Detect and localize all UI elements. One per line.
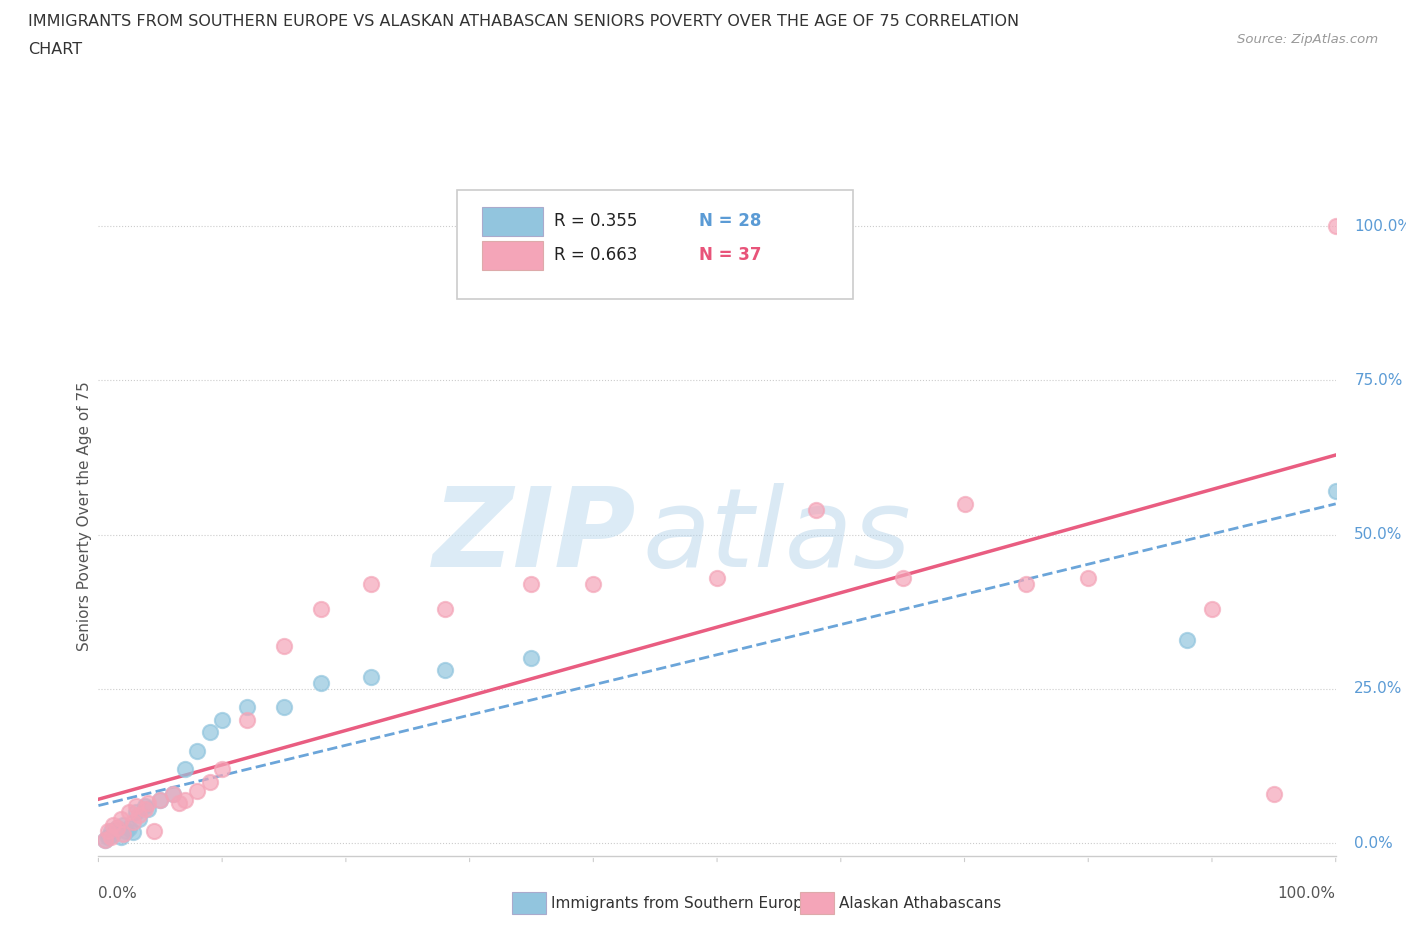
Point	[118, 805, 141, 820]
Point	[110, 811, 132, 826]
Text: 75.0%: 75.0%	[1354, 373, 1403, 388]
Point	[122, 815, 145, 830]
FancyBboxPatch shape	[482, 241, 543, 270]
Text: 100.0%: 100.0%	[1354, 219, 1406, 233]
Text: CHART: CHART	[28, 42, 82, 57]
Point	[103, 827, 125, 842]
Point	[124, 805, 146, 820]
Point	[97, 830, 120, 844]
Point	[110, 830, 132, 844]
Y-axis label: Seniors Poverty Over the Age of 75: Seniors Poverty Over the Age of 75	[77, 381, 91, 651]
Point	[1015, 577, 1038, 591]
Point	[105, 820, 128, 835]
Text: 50.0%: 50.0%	[1354, 527, 1403, 542]
Point	[1324, 484, 1347, 498]
Point	[1077, 570, 1099, 585]
Point	[149, 792, 172, 807]
Point	[149, 792, 172, 807]
Point	[582, 577, 605, 591]
Point	[118, 820, 141, 835]
Point	[433, 663, 456, 678]
Point	[236, 700, 259, 715]
Point	[134, 799, 156, 814]
Point	[186, 743, 208, 758]
Point	[136, 802, 159, 817]
Point	[520, 651, 543, 666]
Point	[1175, 632, 1198, 647]
Text: 25.0%: 25.0%	[1354, 682, 1403, 697]
Point	[124, 799, 146, 814]
Text: IMMIGRANTS FROM SOUTHERN EUROPE VS ALASKAN ATHABASCAN SENIORS POVERTY OVER THE A: IMMIGRANTS FROM SOUTHERN EUROPE VS ALASK…	[28, 14, 1019, 29]
Point	[136, 796, 159, 811]
Point	[186, 783, 208, 798]
Point	[433, 602, 456, 617]
Point	[93, 832, 115, 847]
Point	[100, 823, 122, 838]
Text: 0.0%: 0.0%	[98, 886, 138, 901]
Text: R = 0.663: R = 0.663	[554, 246, 637, 264]
Point	[93, 832, 115, 847]
Point	[309, 675, 332, 690]
Point	[211, 762, 233, 777]
Point	[1201, 602, 1223, 617]
Point	[360, 577, 382, 591]
Point	[174, 792, 197, 807]
Point	[174, 762, 197, 777]
Point	[103, 817, 125, 832]
Point	[162, 787, 184, 802]
Text: R = 0.355: R = 0.355	[554, 212, 637, 230]
Point	[112, 817, 135, 832]
Point	[198, 774, 221, 789]
Text: Source: ZipAtlas.com: Source: ZipAtlas.com	[1237, 33, 1378, 46]
Point	[114, 823, 136, 838]
Point	[128, 811, 150, 826]
Point	[100, 830, 122, 844]
Point	[162, 787, 184, 802]
Point	[953, 497, 976, 512]
Text: 100.0%: 100.0%	[1278, 886, 1336, 901]
Point	[360, 670, 382, 684]
Text: ZIP: ZIP	[433, 483, 637, 590]
Point	[1263, 787, 1285, 802]
Text: N = 28: N = 28	[699, 212, 761, 230]
Text: 0.0%: 0.0%	[1354, 836, 1393, 851]
Point	[143, 823, 166, 838]
Point	[309, 602, 332, 617]
Point	[1324, 219, 1347, 233]
FancyBboxPatch shape	[457, 191, 853, 299]
Point	[134, 802, 156, 817]
Point	[198, 724, 221, 739]
Point	[273, 638, 295, 653]
Point	[891, 570, 914, 585]
Point	[273, 700, 295, 715]
Text: N = 37: N = 37	[699, 246, 761, 264]
Point	[211, 712, 233, 727]
Point	[122, 825, 145, 840]
Point	[236, 712, 259, 727]
Text: atlas: atlas	[643, 483, 911, 590]
Point	[520, 577, 543, 591]
Point	[105, 820, 128, 835]
Point	[128, 808, 150, 823]
Point	[706, 570, 728, 585]
FancyBboxPatch shape	[482, 207, 543, 236]
Point	[112, 827, 135, 842]
Point	[804, 502, 827, 517]
Point	[167, 796, 190, 811]
Text: Alaskan Athabascans: Alaskan Athabascans	[839, 896, 1001, 910]
Point	[97, 823, 120, 838]
Text: Immigrants from Southern Europe: Immigrants from Southern Europe	[551, 896, 813, 910]
